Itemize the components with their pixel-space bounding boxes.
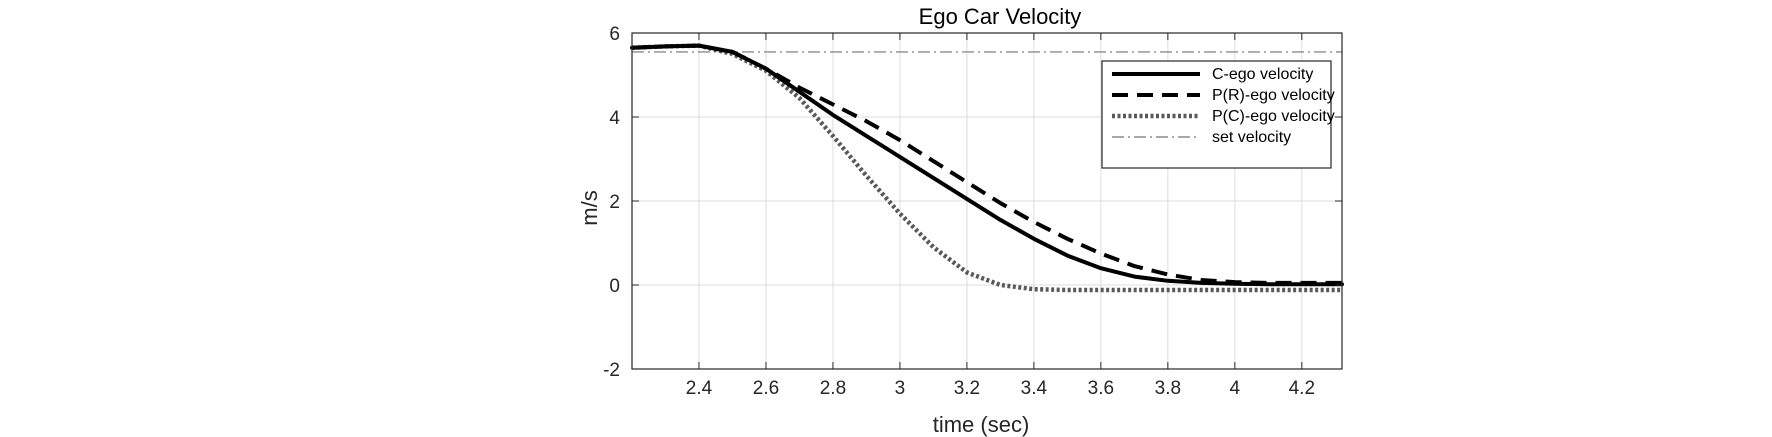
y-tick-label: 4 (609, 108, 620, 129)
legend-label: set velocity (1212, 129, 1291, 146)
x-axis-label: time (sec) (933, 412, 1030, 437)
data-series (630, 43, 1344, 293)
y-tick-label: 0 (609, 276, 620, 297)
legend-label: P(R)-ego velocity (1212, 87, 1335, 104)
x-tick-label: 3.4 (1021, 378, 1048, 399)
x-tick-label: 3 (895, 378, 906, 399)
series-line-p-c-ego-velocity (631, 43, 1342, 293)
x-tick-label: 4.2 (1289, 378, 1315, 399)
x-tick-label: 2.4 (686, 378, 713, 399)
y-tick-label: 2 (609, 192, 620, 213)
series-line-p-r-ego-velocity (631, 43, 1342, 285)
series-line-c-ego-velocity (630, 43, 1344, 287)
x-tick-label: 2.8 (820, 378, 846, 399)
x-tick-label: 4 (1230, 378, 1241, 399)
x-tick-label: 3.6 (1088, 378, 1114, 399)
axis-ticks: 2.4 2.6 2.8 3 3.2 3.4 3.6 3.8 4 4.2 -2 0 2 4 6 (603, 24, 1342, 399)
x-tick-label: 3.8 (1155, 378, 1181, 399)
x-tick-label: 3.2 (954, 378, 980, 399)
x-tick-label: 2.6 (753, 378, 779, 399)
chart-title: Ego Car Velocity (919, 4, 1082, 29)
legend: C-ego velocity P(R)-ego velocity P(C)-ego … (1101, 60, 1335, 169)
legend-label: P(C)-ego velocity (1212, 108, 1335, 125)
legend-label: C-ego velocity (1212, 66, 1313, 83)
y-tick-label: -2 (603, 360, 620, 381)
y-axis-label: m/s (577, 190, 602, 225)
y-tick-label: 6 (609, 24, 620, 45)
